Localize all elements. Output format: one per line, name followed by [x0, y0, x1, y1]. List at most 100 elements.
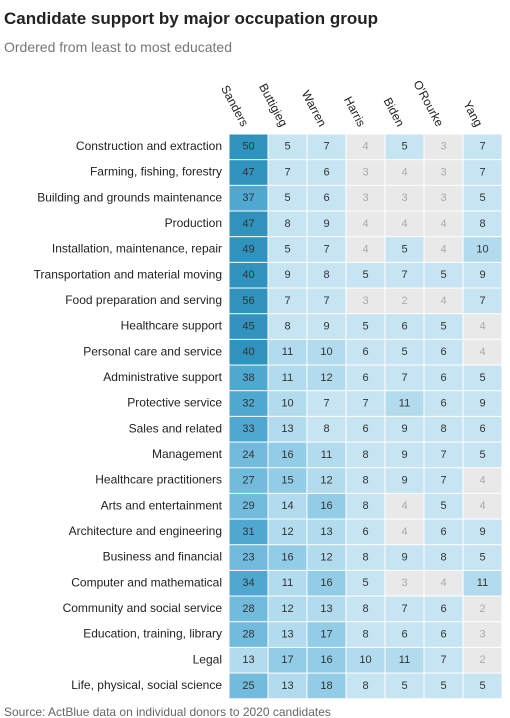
column-label: Sanders — [218, 83, 251, 129]
cell — [385, 545, 424, 570]
cell-label: 8 — [362, 474, 368, 486]
cell-label: 5 — [284, 141, 290, 153]
cell-label: 4 — [440, 295, 446, 307]
cell-label: 16 — [320, 654, 332, 666]
cell — [307, 570, 346, 596]
row-label: Protective service — [127, 396, 222, 410]
cell-label: 10 — [320, 346, 332, 358]
row-label: Administrative support — [103, 370, 222, 384]
cell — [268, 262, 307, 288]
cell — [346, 134, 385, 160]
cell — [385, 596, 424, 622]
cell-label: 5 — [479, 551, 485, 563]
cell-label: 4 — [479, 320, 485, 332]
cell — [424, 519, 463, 545]
cell — [229, 416, 268, 442]
cell — [385, 134, 424, 160]
cell-label: 8 — [323, 269, 329, 281]
cell-label: 4 — [401, 166, 407, 178]
cell — [385, 647, 424, 673]
cell — [229, 442, 268, 468]
cell-label: 10 — [476, 243, 488, 255]
cell — [229, 160, 268, 185]
cell-label: 8 — [362, 551, 368, 563]
cell — [463, 596, 502, 622]
cell — [229, 468, 268, 493]
cell-label: 8 — [284, 218, 290, 230]
cell-label: 12 — [281, 526, 293, 538]
row-label: Sales and related — [129, 421, 222, 435]
cell-label: 10 — [281, 397, 293, 409]
cell-label: 16 — [281, 449, 293, 461]
cell-label: 3 — [440, 166, 446, 178]
cell — [346, 211, 385, 237]
cell — [463, 468, 502, 493]
cell-label: 6 — [323, 166, 329, 178]
cell — [229, 314, 268, 339]
row-label: Farming, fishing, forestry — [90, 165, 222, 179]
cell — [346, 391, 385, 416]
cell-label: 24 — [242, 449, 254, 461]
cell-label: 47 — [242, 218, 254, 230]
cell — [229, 288, 268, 314]
cell-label: 13 — [281, 628, 293, 640]
cell-label: 8 — [479, 218, 485, 230]
cell — [307, 391, 346, 416]
cell — [307, 134, 346, 160]
cell — [385, 211, 424, 237]
cell-label: 5 — [440, 680, 446, 692]
row-label: Architecture and engineering — [69, 524, 222, 538]
cell — [424, 493, 463, 519]
cell-label: 6 — [440, 603, 446, 615]
cell-label: 27 — [242, 474, 254, 486]
cell-label: 3 — [362, 192, 368, 204]
cell — [346, 288, 385, 314]
cell — [346, 468, 385, 493]
row-label: Installation, maintenance, repair — [52, 242, 222, 256]
cell — [346, 570, 385, 596]
cell-label: 8 — [284, 320, 290, 332]
row-label: Healthcare support — [121, 319, 223, 333]
cell — [346, 545, 385, 570]
cell-label: 6 — [323, 192, 329, 204]
cell — [385, 519, 424, 545]
cell — [463, 134, 502, 160]
cell — [307, 365, 346, 391]
column-label: O'Rourke — [410, 78, 446, 129]
cell — [307, 442, 346, 468]
cell — [385, 673, 424, 699]
cell — [268, 416, 307, 442]
cell — [424, 237, 463, 262]
cell-label: 5 — [479, 680, 485, 692]
cell — [424, 647, 463, 673]
cell-label: 5 — [284, 243, 290, 255]
row-label: Management — [152, 447, 223, 461]
cell — [307, 339, 346, 365]
cell-label: 3 — [479, 628, 485, 640]
cell — [229, 596, 268, 622]
cell-label: 28 — [242, 603, 254, 615]
cell-label: 6 — [440, 346, 446, 358]
cell-label: 17 — [281, 654, 293, 666]
cell-label: 7 — [284, 166, 290, 178]
cell — [463, 314, 502, 339]
row-label: Computer and mathematical — [71, 575, 222, 589]
cell-label: 3 — [401, 577, 407, 589]
cell-label: 8 — [323, 423, 329, 435]
cell — [385, 237, 424, 262]
cell-label: 13 — [281, 423, 293, 435]
cell-label: 12 — [320, 474, 332, 486]
cell-label: 7 — [323, 141, 329, 153]
cell-label: 31 — [242, 526, 254, 538]
cell-label: 33 — [242, 423, 254, 435]
cell — [229, 391, 268, 416]
cell-label: 15 — [281, 474, 293, 486]
cell — [385, 416, 424, 442]
chart-subtitle: Ordered from least to most educated — [4, 39, 232, 55]
cell-label: 4 — [362, 218, 368, 230]
cell-label: 3 — [440, 141, 446, 153]
cell-label: 13 — [242, 654, 254, 666]
row-label: Business and financial — [103, 550, 222, 564]
cell-label: 7 — [440, 474, 446, 486]
cell-label: 38 — [242, 372, 254, 384]
